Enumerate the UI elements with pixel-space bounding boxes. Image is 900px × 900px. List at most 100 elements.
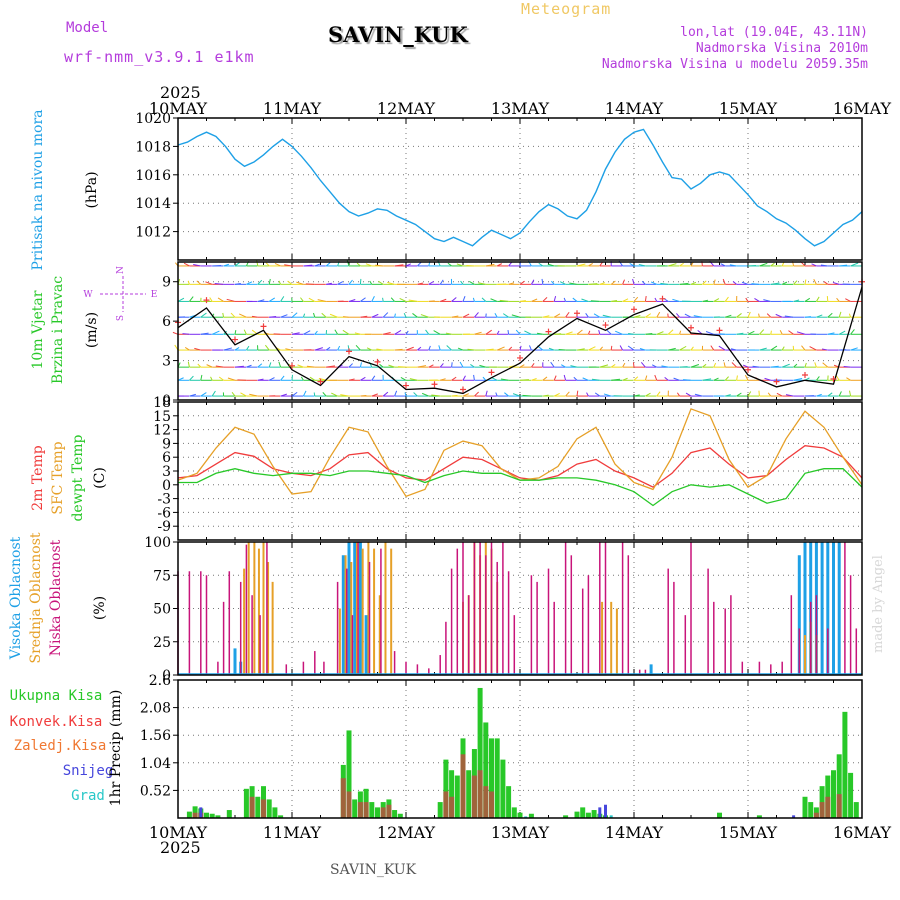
wind-barb bbox=[196, 280, 202, 285]
wind-barb bbox=[365, 263, 372, 267]
wind-barb bbox=[485, 390, 488, 397]
wind-barb bbox=[598, 330, 601, 335]
precipitation-y-tick-label: 2.6 bbox=[149, 673, 171, 689]
pressure-line bbox=[177, 128, 863, 247]
wind-barb bbox=[312, 312, 316, 318]
wind-barb bbox=[456, 263, 464, 267]
wind-barb bbox=[615, 330, 623, 335]
wind-barb bbox=[497, 346, 505, 351]
wind-barb bbox=[731, 362, 737, 368]
year-label-top: 2025 bbox=[160, 83, 201, 102]
bottom-date-label: 16MAY bbox=[833, 823, 892, 842]
wind-barb bbox=[640, 362, 646, 368]
pressure-panel-border bbox=[177, 117, 863, 261]
pressure-unit-label: (hPa) bbox=[84, 171, 100, 208]
precip-bar-0 bbox=[369, 802, 375, 818]
wind-barb bbox=[211, 330, 220, 335]
wind-barb bbox=[561, 364, 566, 368]
wind-barb bbox=[587, 330, 591, 335]
precip-legend-label-3: Snijeg bbox=[63, 763, 114, 779]
precip-bar-1 bbox=[460, 754, 466, 818]
wind-barb bbox=[278, 280, 282, 285]
wind-speed-line bbox=[177, 286, 863, 395]
precip-bar-0 bbox=[226, 810, 232, 818]
precip-bar-0 bbox=[215, 815, 221, 818]
wind-barb bbox=[234, 262, 240, 267]
precip-legend-label-2: Zaledj.Kisa bbox=[14, 738, 107, 754]
wind-barb bbox=[815, 296, 820, 302]
wind-barb bbox=[838, 330, 846, 335]
wind-barb bbox=[632, 362, 635, 368]
elevation-label: Nadmorska Visina 2010m bbox=[695, 41, 868, 56]
wind-barb bbox=[409, 378, 418, 381]
pressure-y-tick-label: 1020 bbox=[135, 111, 171, 127]
wind-y-tick-label: 3 bbox=[162, 354, 171, 370]
wind-barb bbox=[683, 379, 692, 381]
wind-barb bbox=[227, 377, 236, 381]
precip-bar-0 bbox=[454, 775, 460, 818]
cloud-y-tick-label: 25 bbox=[153, 635, 171, 651]
wind-barb bbox=[239, 313, 247, 318]
wind-barb bbox=[758, 313, 760, 318]
model-label: Model bbox=[66, 20, 109, 36]
wind-barb bbox=[672, 298, 680, 302]
wind-barb bbox=[194, 347, 201, 351]
wind-barb bbox=[257, 279, 263, 285]
wind-barb bbox=[491, 377, 498, 381]
wind-barb bbox=[400, 376, 407, 381]
wind-barb bbox=[651, 364, 658, 368]
precip-bar-0 bbox=[802, 796, 808, 818]
wind-barb bbox=[656, 391, 661, 397]
wind-barb bbox=[563, 374, 567, 381]
wind-barb bbox=[565, 391, 570, 397]
wind-barb bbox=[240, 392, 247, 397]
wind-barb bbox=[369, 280, 373, 285]
wind-barb bbox=[243, 329, 247, 335]
wind-barb bbox=[690, 346, 694, 351]
wind-barb bbox=[542, 376, 548, 381]
temperature-y-tick-label: 3 bbox=[162, 464, 171, 480]
wind-barb bbox=[470, 364, 475, 368]
wind-barb bbox=[654, 374, 658, 381]
wind-barb bbox=[641, 280, 646, 285]
cloud-mid-axis-title: Srednja Oblacnost bbox=[28, 532, 44, 663]
wind-barb bbox=[479, 364, 486, 368]
wind-barb bbox=[729, 264, 737, 267]
wind-barb bbox=[343, 316, 350, 318]
precip-bar-0 bbox=[528, 813, 534, 818]
cloud-low-axis-title: Niska Oblacnost bbox=[48, 539, 64, 656]
wind-gust-marker bbox=[431, 381, 438, 388]
wind-barb bbox=[413, 392, 418, 397]
wind-barb bbox=[551, 280, 555, 285]
wind-barb bbox=[287, 280, 293, 285]
bottom-date-label: 10MAY bbox=[149, 823, 208, 842]
temp-2m-axis-title: 2m Temp bbox=[30, 445, 46, 510]
wind-barb bbox=[172, 331, 179, 335]
wind-barb bbox=[718, 345, 726, 351]
wind-barb bbox=[403, 312, 407, 318]
wind-barb bbox=[439, 363, 444, 368]
wind-barb bbox=[602, 314, 612, 318]
precip-legend-label-1: Konvek.Kisa bbox=[10, 714, 103, 730]
wind-barb bbox=[340, 394, 350, 397]
cloud-panel-border bbox=[177, 541, 863, 676]
wind-gust-marker bbox=[517, 354, 523, 361]
wind-barb bbox=[710, 345, 715, 351]
wind-barb bbox=[394, 390, 398, 397]
temperature-y-tick-label: 18 bbox=[153, 395, 171, 411]
wind-barb bbox=[218, 376, 224, 381]
temperature-y-tick-label: 9 bbox=[162, 436, 171, 452]
wind-barb bbox=[804, 279, 807, 285]
precip-bar-2 bbox=[199, 807, 203, 818]
wind-barb bbox=[633, 296, 639, 302]
wind-barb bbox=[490, 298, 498, 302]
precip-bar-3 bbox=[609, 815, 613, 818]
wind-barb bbox=[673, 377, 680, 381]
precip-bar-0 bbox=[186, 811, 192, 818]
wind-barb bbox=[379, 363, 384, 368]
top-date-label: 13MAY bbox=[491, 99, 550, 118]
wind-barb bbox=[200, 374, 203, 381]
wind-barb bbox=[529, 345, 532, 351]
precip-bar-1 bbox=[249, 796, 255, 818]
wind-barb bbox=[796, 331, 806, 335]
